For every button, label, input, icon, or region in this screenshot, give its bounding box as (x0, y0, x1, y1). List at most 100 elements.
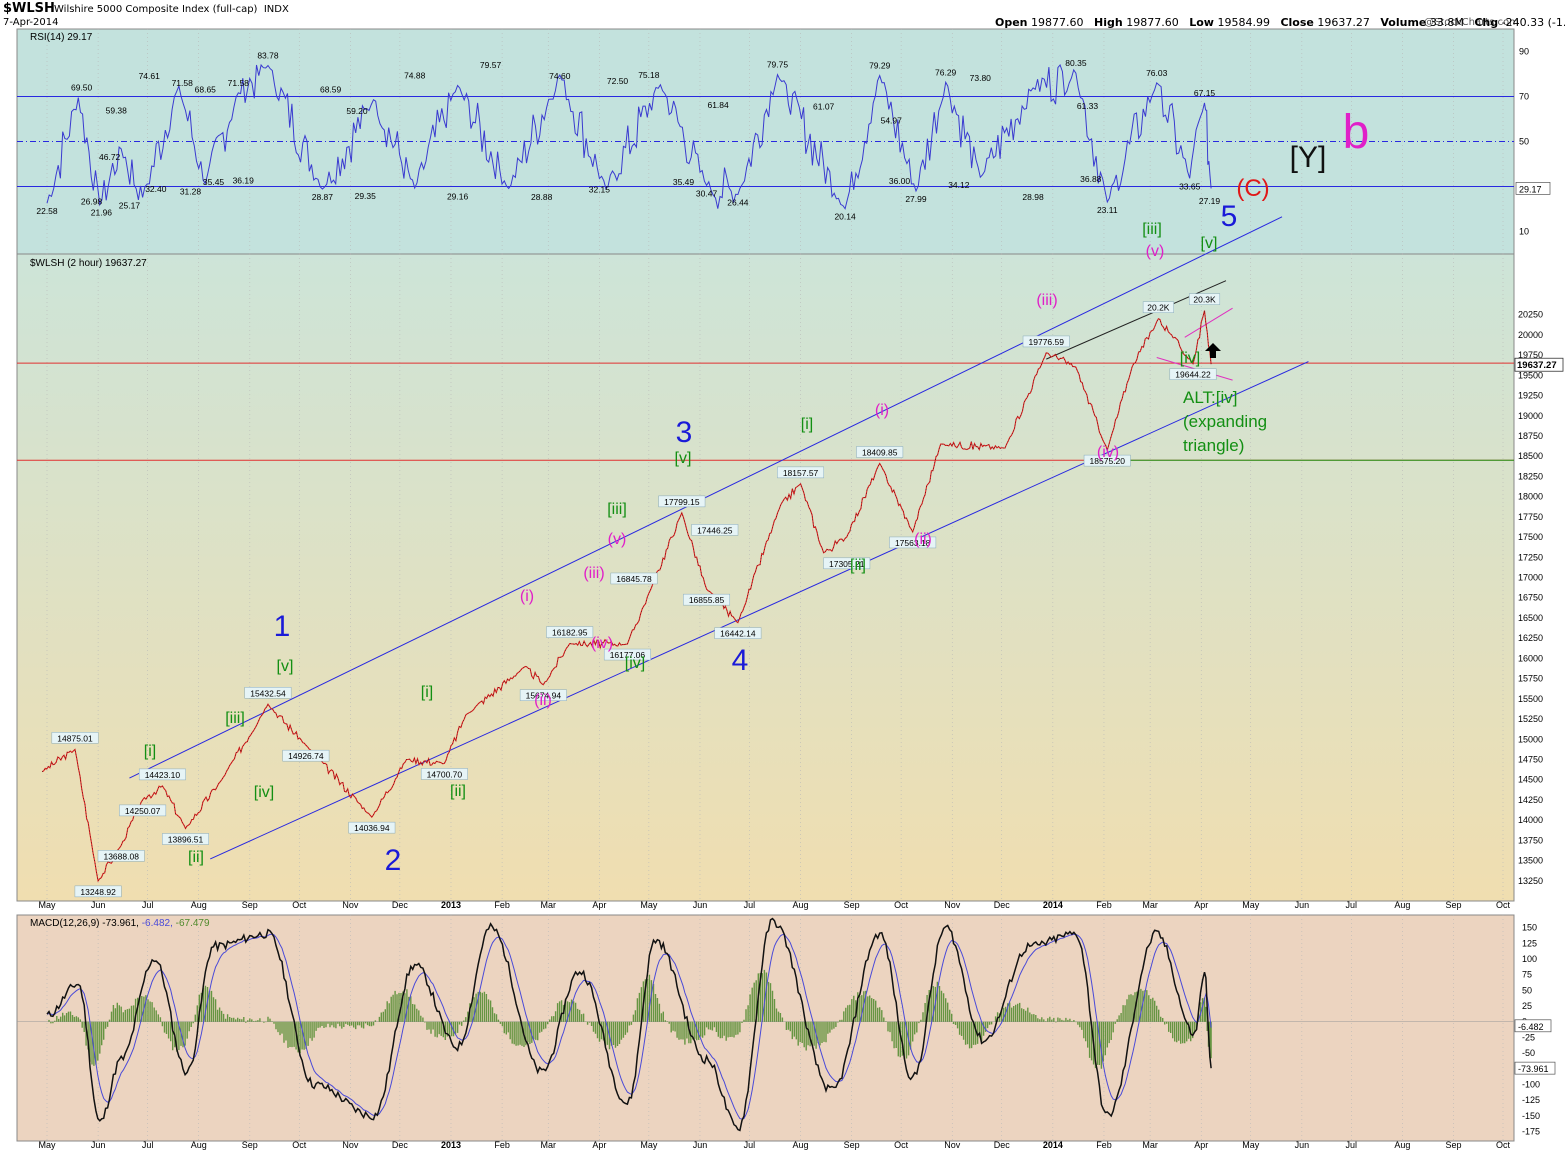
price-value-box (603, 648, 651, 661)
price-y-tick: 20250 (1518, 310, 1543, 320)
price-x-tick-label: Sep (1446, 900, 1462, 910)
macd-line (46, 917, 1212, 1132)
rsi-value-label: 61.84 (707, 100, 729, 110)
price-x-tick-label: Mar (1142, 900, 1158, 910)
rsi-value-label: 20.14 (834, 212, 856, 222)
price-x-tick-label: May (1242, 900, 1260, 910)
macd-last-box (1514, 1061, 1556, 1075)
watermark: @StockCharts.com (1424, 17, 1519, 28)
wave-label: [v] (277, 658, 294, 675)
macd-x-tick-label: May (38, 1140, 56, 1150)
macd-x-tick-label: Apr (1194, 1140, 1208, 1150)
price-y-tick: 18500 (1518, 451, 1543, 461)
macd-y-tick: 25 (1522, 1001, 1532, 1011)
rsi-value-label: 67.15 (1194, 88, 1216, 98)
price-value-box (244, 687, 292, 699)
wave-label: [iii] (1142, 221, 1162, 238)
macd-x-tick-label: Nov (342, 1140, 359, 1150)
price-y-tick: 20000 (1518, 330, 1543, 340)
wave-label: 5 (1221, 200, 1238, 233)
wave-label: [iii] (225, 710, 245, 727)
macd-x-tick-label: 2013 (441, 1140, 461, 1150)
rsi-value-label: 33.65 (1179, 181, 1201, 191)
price-value-box (714, 627, 762, 639)
rsi-value-label: 32.40 (145, 184, 167, 194)
price-y-tick: 13500 (1518, 856, 1543, 866)
price-value-box (74, 885, 122, 898)
wave-label: 3 (676, 416, 693, 449)
rsi-value-label: 74.61 (139, 71, 161, 81)
price-x-tick-label: Dec (392, 900, 409, 910)
rsi-legend: RSI(14) 29.17 (30, 32, 93, 43)
price-y-tick: 13750 (1518, 835, 1543, 845)
price-y-tick: 16750 (1518, 593, 1543, 603)
price-x-tick-label: Sep (844, 900, 860, 910)
price-value-label: 16442.14 (720, 629, 756, 639)
rsi-value-label: 76.03 (1146, 68, 1168, 78)
macd-y-tick: -50 (1522, 1048, 1535, 1058)
macd-x-tick-label: Oct (292, 1140, 307, 1150)
macd-x-tick-label: May (640, 1140, 658, 1150)
price-y-tick: 19250 (1518, 391, 1543, 401)
price-value-box (1142, 301, 1174, 313)
macd-y-tick: -175 (1522, 1127, 1540, 1137)
price-value-label: 14700.70 (427, 769, 463, 779)
price-x-tick-label: Oct (292, 900, 307, 910)
rsi-value-label: 80.35 (1065, 58, 1087, 68)
price-value-box (1189, 293, 1221, 305)
price-x-tick-label: Sep (242, 900, 258, 910)
price-x-tick-label: Apr (592, 900, 606, 910)
channel-lower (210, 361, 1309, 860)
wave-label: (C) (1236, 175, 1269, 202)
price-y-tick: 14250 (1518, 795, 1543, 805)
price-x-tick-label: Jun (693, 900, 708, 910)
macd-x-tick-label: Aug (191, 1140, 207, 1150)
macd-panel (16, 914, 1515, 1142)
rsi-value-label: 26.98 (81, 196, 103, 206)
price-x-tick-label: 2013 (441, 900, 461, 910)
macd-y-tick: -125 (1522, 1095, 1540, 1105)
wave-label: (v) (608, 531, 627, 548)
wave-label-b: b (1343, 106, 1370, 159)
rsi-y-tick: 50 (1519, 137, 1529, 147)
macd-x-tick-label: Sep (1446, 1140, 1462, 1150)
price-legend: $WLSH (2 hour) 19637.27 (30, 258, 147, 269)
macd-x-tick-label: Dec (392, 1140, 409, 1150)
price-value-box (51, 732, 99, 744)
price-panel (16, 253, 1515, 902)
price-x-tick-label: Feb (1096, 900, 1112, 910)
price-value-box (889, 536, 937, 549)
price-value-box (97, 850, 145, 862)
rsi-value-label: 23.11 (1097, 205, 1118, 215)
wave-label: [v] (675, 450, 692, 467)
wave-label: 1 (274, 610, 291, 643)
macd-x-tick-label: Dec (994, 1140, 1011, 1150)
wave-label: 2 (385, 844, 402, 877)
price-y-tick: 16250 (1518, 633, 1543, 643)
rsi-value-label: 83.78 (257, 50, 279, 60)
price-value-label: 17446.25 (697, 525, 733, 535)
price-y-tick: 19000 (1518, 411, 1543, 421)
price-y-tick: 17000 (1518, 573, 1543, 583)
price-value-label: 17563.18 (895, 538, 931, 548)
price-value-label: 18157.57 (783, 468, 819, 478)
rsi-value-label: 68.59 (320, 85, 342, 95)
rsi-last-value: 29.17 (1519, 184, 1542, 194)
channel-upper (129, 216, 1283, 779)
price-y-tick: 14750 (1518, 754, 1543, 764)
macd-x-tick-label: Feb (494, 1140, 510, 1150)
rsi-value-label: 25.17 (119, 200, 141, 210)
macd-x-tick-label: Jul (744, 1140, 756, 1150)
price-x-tick-label: Nov (342, 900, 359, 910)
price-value-label: 16855.85 (689, 595, 725, 605)
rsi-value-label: 73.80 (970, 73, 992, 83)
price-value-label: 17305.21 (829, 559, 865, 569)
rsi-value-label: 27.99 (905, 194, 927, 204)
price-y-tick: 19750 (1518, 350, 1543, 360)
rsi-value-label: 79.29 (869, 61, 891, 71)
price-x-tick-label: Oct (894, 900, 909, 910)
wave-label: [iv] (625, 655, 645, 672)
rsi-value-label: 76.29 (935, 67, 957, 77)
rsi-value-label: 69.50 (71, 83, 93, 93)
